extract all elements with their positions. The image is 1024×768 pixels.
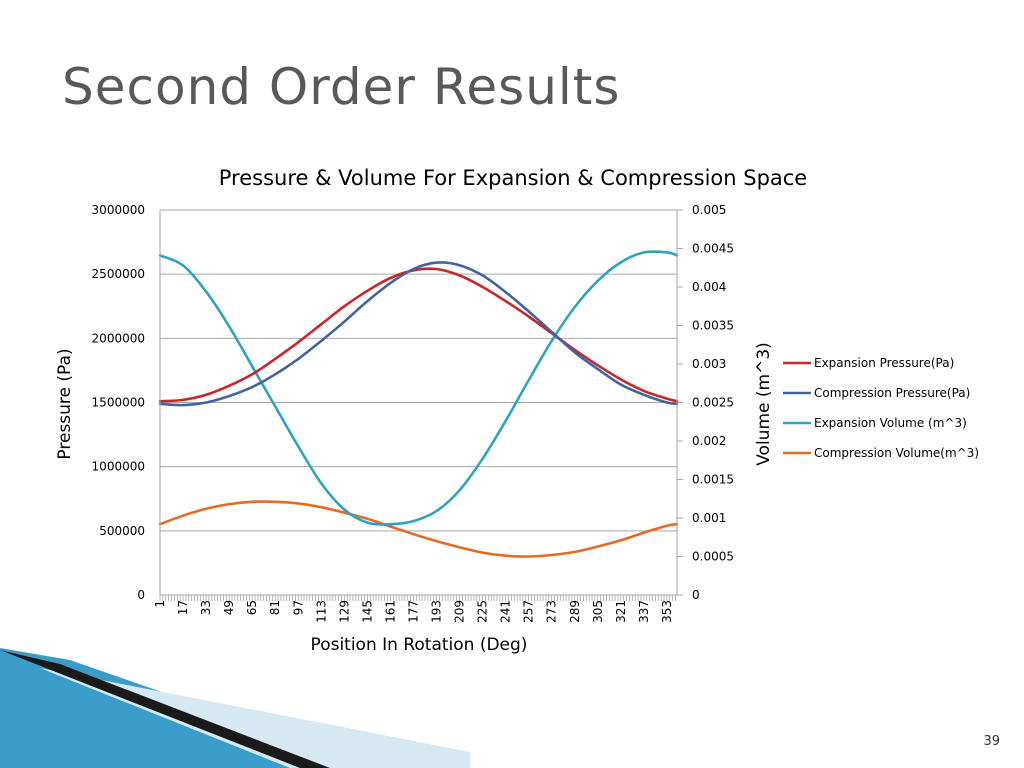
right-tick-label: 0.0005 [692, 550, 734, 564]
left-tick-label: 0 [137, 588, 145, 602]
chart-title-text: Pressure & Volume For Expansion & Compre… [218, 166, 808, 190]
x-tick-label: 129 [337, 600, 351, 623]
x-tick-label: 353 [660, 600, 674, 623]
left-axis-tick-labels: 0 500000 1000000 1500000 2000000 2500000 30000… [92, 203, 145, 602]
right-tick-label: 0.0015 [692, 473, 734, 487]
x-tick-label: 17 [176, 600, 190, 615]
x-tick-label: 193 [430, 600, 444, 623]
left-tick-label: 1000000 [92, 460, 145, 474]
x-tick-label: 113 [314, 600, 328, 623]
x-tick-label: 65 [245, 600, 259, 615]
x-tick-label: 321 [614, 600, 628, 623]
x-tick-label: 273 [545, 600, 559, 623]
legend-label: Expansion Pressure(Pa) [814, 356, 954, 370]
chart-title: Pressure & Volume For Expansion & Compre… [0, 166, 1024, 190]
right-tick-label: 0.003 [692, 357, 726, 371]
right-tick-label: 0.004 [692, 280, 726, 294]
x-tick-label: 145 [360, 600, 374, 623]
x-tick-label: 305 [591, 600, 605, 623]
slide-title: Second Order Results [62, 58, 621, 116]
slide-decoration [0, 648, 470, 768]
x-tick-label: 257 [522, 600, 536, 623]
x-tick-label: 49 [222, 600, 236, 615]
right-tick-label: 0.001 [692, 511, 726, 525]
x-tick-label: 33 [199, 600, 213, 615]
right-axis-tick-labels: 0 0.0005 0.001 0.0015 0.002 0.0025 0.003 0.0035… [692, 203, 734, 602]
right-tick-label: 0.0045 [692, 242, 734, 256]
series-line-expansion-volume-m-3 [158, 250, 679, 526]
series-layer [158, 250, 679, 558]
x-tick-label: 97 [291, 600, 305, 615]
x-axis-label: Position In Rotation (Deg) [311, 635, 528, 655]
decoration-dark-stripe [0, 650, 330, 768]
right-tick-label: 0.0025 [692, 396, 734, 410]
x-axis-tick-labels: 1 17 33 49 65 81 97 113 129 145 161 177 193 209 225 241… [153, 600, 674, 623]
right-axis-label: Volume (m^3) [754, 342, 774, 466]
x-tick-label: 81 [268, 600, 282, 615]
series-line-compression-pressure-pa [158, 261, 679, 407]
series-line-compression-volume-m-3 [158, 500, 679, 558]
x-tick-label: 177 [406, 600, 420, 623]
left-tick-label: 500000 [99, 524, 145, 538]
series-line-expansion-pressure-pa [158, 267, 679, 403]
legend-label: Compression Volume(m^3) [814, 446, 979, 460]
decoration-light-band [40, 668, 470, 768]
x-tick-label: 225 [476, 600, 490, 623]
x-tick-label: 209 [453, 600, 467, 623]
x-tick-label: 289 [568, 600, 582, 623]
right-tick-label: 0.005 [692, 203, 726, 217]
right-tick-label: 0.0035 [692, 319, 734, 333]
x-tick-label: 337 [637, 600, 651, 623]
x-tick-label: 241 [499, 600, 513, 623]
legend-label: Expansion Volume (m^3) [814, 416, 967, 430]
left-tick-label: 2000000 [92, 331, 145, 345]
legend: Expansion Pressure(Pa) Compression Pressu… [783, 356, 979, 460]
left-axis-label: Pressure (Pa) [55, 348, 75, 459]
right-tick-label: 0 [692, 588, 700, 602]
x-tick-label: 161 [383, 600, 397, 623]
left-tick-label: 3000000 [92, 203, 145, 217]
legend-label: Compression Pressure(Pa) [814, 386, 970, 400]
left-tick-label: 2500000 [92, 267, 145, 281]
x-tick-label: 1 [153, 600, 167, 608]
left-tick-label: 1500000 [92, 396, 145, 410]
page-number: 39 [983, 734, 1000, 749]
axes [159, 209, 683, 601]
right-tick-label: 0.002 [692, 434, 726, 448]
